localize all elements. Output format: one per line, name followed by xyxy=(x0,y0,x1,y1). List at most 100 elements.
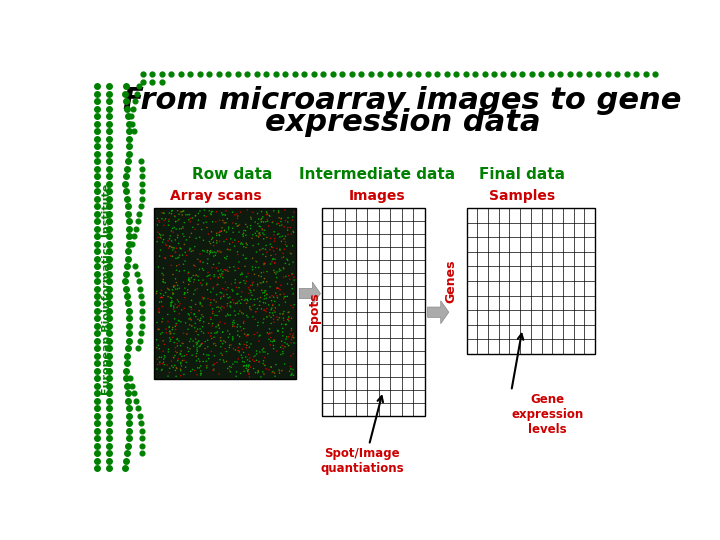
Point xyxy=(176,352,188,361)
Point xyxy=(170,285,181,293)
Point xyxy=(176,339,188,347)
Point xyxy=(153,353,165,362)
Point xyxy=(224,341,235,349)
Point xyxy=(254,231,266,240)
Point xyxy=(247,254,258,262)
Point xyxy=(199,247,210,255)
Point xyxy=(197,295,209,303)
Point xyxy=(273,219,284,228)
Point xyxy=(186,365,198,374)
Point xyxy=(245,224,256,233)
Point xyxy=(176,251,188,259)
Point xyxy=(204,246,216,255)
Point xyxy=(227,224,238,233)
Point xyxy=(243,330,254,339)
Point xyxy=(179,289,191,298)
Point xyxy=(174,260,185,269)
Point xyxy=(211,311,222,320)
Point xyxy=(204,237,215,246)
Point xyxy=(230,219,242,228)
Point xyxy=(188,261,199,269)
Point xyxy=(217,328,228,336)
Point xyxy=(244,302,256,311)
Point xyxy=(207,248,218,257)
Point xyxy=(197,302,208,310)
Point xyxy=(269,336,280,345)
Point xyxy=(202,248,213,256)
Point xyxy=(179,293,191,302)
Point xyxy=(240,299,252,308)
Point xyxy=(202,246,213,255)
Point xyxy=(197,276,209,285)
Point xyxy=(287,332,299,340)
Point xyxy=(257,229,269,238)
Point xyxy=(271,273,282,282)
Point xyxy=(151,287,163,296)
Point xyxy=(160,288,171,297)
Point xyxy=(162,372,174,381)
Point xyxy=(244,357,256,366)
Point xyxy=(282,315,294,324)
Point xyxy=(169,281,181,290)
Point xyxy=(243,350,254,359)
Point xyxy=(192,315,204,323)
Point xyxy=(170,325,181,334)
Point xyxy=(220,278,231,286)
Point xyxy=(275,281,287,289)
Point xyxy=(232,320,243,329)
Point xyxy=(251,307,262,316)
Point xyxy=(266,313,277,322)
Point xyxy=(230,279,241,287)
Point xyxy=(166,296,178,305)
Point xyxy=(178,356,189,364)
Point xyxy=(258,361,270,369)
Point xyxy=(202,246,213,255)
Point xyxy=(228,345,239,353)
Point xyxy=(202,255,214,264)
Point xyxy=(279,234,290,243)
Point xyxy=(194,316,205,325)
Point xyxy=(192,339,203,348)
Point xyxy=(168,283,179,292)
Point xyxy=(154,360,166,368)
Point xyxy=(254,279,266,287)
Point xyxy=(257,250,269,259)
Point xyxy=(208,333,220,341)
Point xyxy=(212,320,224,329)
Point xyxy=(286,230,297,238)
Point xyxy=(169,212,181,221)
Point xyxy=(199,211,210,220)
Point xyxy=(234,307,246,315)
Point xyxy=(230,346,241,354)
Point xyxy=(274,369,285,377)
Point xyxy=(272,327,284,335)
Point xyxy=(165,329,176,338)
Point xyxy=(257,319,269,327)
Point xyxy=(227,287,238,295)
Point xyxy=(158,209,170,218)
Point xyxy=(202,272,214,280)
Point xyxy=(189,319,201,328)
Point xyxy=(274,309,286,318)
Point xyxy=(233,284,245,292)
Point xyxy=(189,366,200,375)
Point xyxy=(238,309,249,318)
Point xyxy=(194,233,205,241)
Point xyxy=(216,224,228,232)
Point xyxy=(206,347,217,356)
Point xyxy=(240,226,251,235)
Point xyxy=(222,299,233,308)
Point xyxy=(163,242,175,251)
Point xyxy=(211,229,222,238)
Point xyxy=(214,324,225,333)
Point xyxy=(220,312,232,320)
Point xyxy=(166,206,178,215)
Point xyxy=(243,373,255,381)
Point xyxy=(249,352,261,360)
Point xyxy=(267,301,279,310)
Point xyxy=(175,366,186,375)
Point xyxy=(265,333,276,342)
Point xyxy=(257,359,269,368)
Point xyxy=(252,318,264,327)
Point xyxy=(274,221,286,230)
